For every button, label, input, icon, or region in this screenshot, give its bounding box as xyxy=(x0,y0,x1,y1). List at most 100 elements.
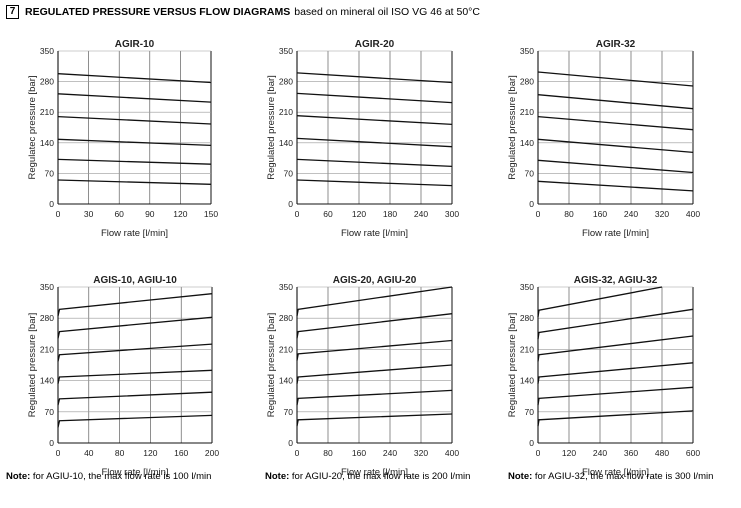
y-tick-label: 140 xyxy=(520,376,534,386)
x-tick-label: 0 xyxy=(56,209,61,219)
series-line xyxy=(57,115,212,125)
y-tick-label: 0 xyxy=(529,438,534,448)
series-line xyxy=(57,343,213,362)
series-line xyxy=(296,339,453,361)
x-tick-label: 80 xyxy=(564,209,574,219)
series-line xyxy=(57,391,213,406)
series-line xyxy=(57,293,213,317)
y-axis-label: Regulated pressure [bar] xyxy=(507,313,518,418)
x-tick-label: 240 xyxy=(593,448,607,458)
y-tick-label: 210 xyxy=(520,344,534,354)
y-tick-label: 70 xyxy=(525,407,535,417)
series-line xyxy=(296,313,453,339)
x-tick-label: 30 xyxy=(84,209,94,219)
series-line xyxy=(57,158,212,165)
y-tick-label: 350 xyxy=(520,282,534,292)
y-tick-label: 210 xyxy=(520,107,534,117)
x-axis-label: Flow rate [l/min] xyxy=(341,228,408,239)
x-axis-label: Flow rate [l/min] xyxy=(341,467,408,478)
note-agiu-10: Note: for AGIU-10, the max flow rate is … xyxy=(6,471,211,482)
x-tick-label: 120 xyxy=(562,448,576,458)
series-line xyxy=(537,335,694,362)
y-tick-label: 0 xyxy=(529,199,534,209)
y-tick-label: 70 xyxy=(284,407,294,417)
note-text: for AGIU-20, the max flow rate is 200 l/… xyxy=(291,471,471,482)
chart-title: AGIS-32, AGIU-32 xyxy=(574,275,658,286)
x-axis-label: Flow rate [l/min] xyxy=(582,467,649,478)
series-line xyxy=(57,138,212,147)
y-axis-label: Regulated pressure [bar] xyxy=(27,313,38,418)
note-agiu-20: Note: for AGIU-20, the max flow rate is … xyxy=(265,471,470,482)
y-tick-label: 210 xyxy=(40,344,54,354)
section-header: 7 REGULATED PRESSURE VERSUS FLOW DIAGRAM… xyxy=(6,4,480,20)
series-line xyxy=(537,71,694,87)
series-line xyxy=(296,137,453,148)
x-tick-label: 120 xyxy=(173,209,187,219)
y-tick-label: 210 xyxy=(279,107,293,117)
y-tick-label: 280 xyxy=(520,313,534,323)
x-tick-label: 320 xyxy=(655,209,669,219)
y-tick-label: 350 xyxy=(40,282,54,292)
chart-title: AGIR-32 xyxy=(596,39,636,50)
y-tick-label: 70 xyxy=(284,168,294,178)
series-line xyxy=(537,115,694,131)
y-tick-label: 280 xyxy=(279,77,293,87)
section-number: 7 xyxy=(6,5,19,19)
series-line xyxy=(537,286,663,317)
y-tick-label: 70 xyxy=(45,168,55,178)
x-tick-label: 360 xyxy=(624,448,638,458)
x-tick-label: 80 xyxy=(323,448,333,458)
chart-title: AGIR-10 xyxy=(115,39,155,50)
x-tick-label: 150 xyxy=(204,209,218,219)
y-tick-label: 70 xyxy=(525,168,535,178)
y-axis-label: Regulatec pressure [bar] xyxy=(27,75,38,179)
y-tick-label: 140 xyxy=(40,138,54,148)
note-text: for AGIU-10, the max flow rate is 100 l/… xyxy=(32,471,212,482)
x-tick-label: 60 xyxy=(323,209,333,219)
series-line xyxy=(296,72,453,84)
x-tick-label: 400 xyxy=(686,209,700,219)
x-tick-label: 160 xyxy=(352,448,366,458)
series-line xyxy=(57,93,212,103)
y-tick-label: 140 xyxy=(520,138,534,148)
y-axis-label: Regulated pressure [bar] xyxy=(266,75,277,180)
y-tick-label: 210 xyxy=(40,107,54,117)
x-tick-label: 90 xyxy=(145,209,155,219)
y-tick-label: 280 xyxy=(520,77,534,87)
series-line xyxy=(57,369,213,384)
series-line xyxy=(296,364,453,384)
note-label: Note: xyxy=(508,471,533,482)
series-line xyxy=(537,159,694,174)
series-line xyxy=(57,73,212,84)
x-tick-label: 400 xyxy=(445,448,459,458)
y-tick-label: 0 xyxy=(49,199,54,209)
y-axis-label: Regulated pressure [bar] xyxy=(266,313,277,418)
note-agiu-32: Note: for AGIU-32, the max flow rate is … xyxy=(508,471,713,482)
x-tick-label: 0 xyxy=(536,448,541,458)
note-label: Note: xyxy=(265,471,290,482)
x-tick-label: 120 xyxy=(143,448,157,458)
series-line xyxy=(296,92,453,104)
series-line xyxy=(537,362,694,384)
x-tick-label: 160 xyxy=(174,448,188,458)
y-tick-label: 140 xyxy=(279,376,293,386)
series-line xyxy=(537,410,694,427)
chart-title: AGIS-20, AGIU-20 xyxy=(333,275,417,286)
x-tick-label: 180 xyxy=(383,209,397,219)
chart-title: AGIS-10, AGIU-10 xyxy=(93,275,177,286)
x-axis-label: Flow rate [l/min] xyxy=(582,228,649,239)
x-tick-label: 160 xyxy=(593,209,607,219)
x-tick-label: 240 xyxy=(624,209,638,219)
series-line xyxy=(296,158,453,168)
section-title: REGULATED PRESSURE VERSUS FLOW DIAGRAMS xyxy=(25,6,291,18)
x-tick-label: 0 xyxy=(536,209,541,219)
y-tick-label: 0 xyxy=(49,438,54,448)
x-tick-label: 300 xyxy=(445,209,459,219)
y-tick-label: 280 xyxy=(40,313,54,323)
y-tick-label: 210 xyxy=(279,344,293,354)
note-label: Note: xyxy=(6,471,31,482)
